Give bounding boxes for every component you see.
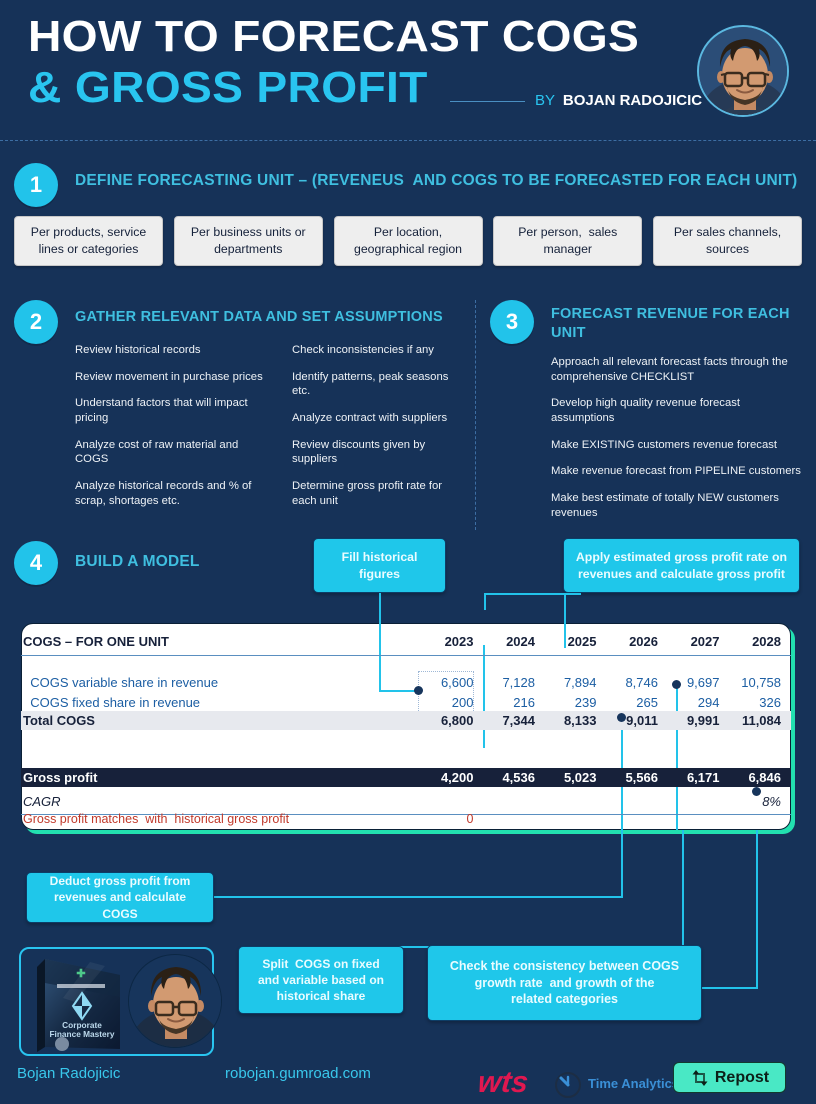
svg-text:✚: ✚ bbox=[76, 968, 85, 980]
svg-text:Finance Mastery: Finance Mastery bbox=[49, 1029, 114, 1039]
